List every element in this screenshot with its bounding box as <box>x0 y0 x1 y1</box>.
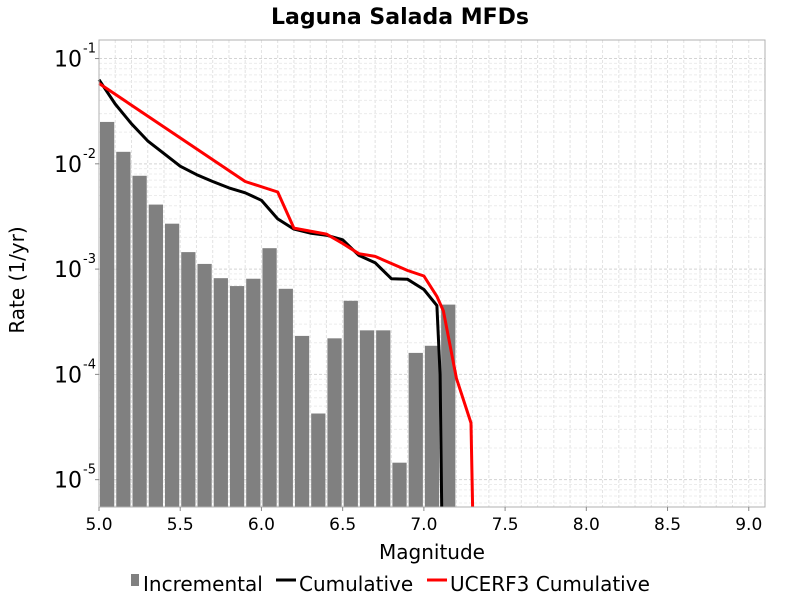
y-tick-label: 10 <box>54 153 82 178</box>
incremental-bar <box>197 263 212 507</box>
y-tick-label: 10 <box>54 48 82 73</box>
incremental-bar <box>213 278 228 507</box>
incremental-bar <box>246 278 261 507</box>
plot-border <box>98 39 766 508</box>
legend-swatch-incremental <box>131 574 139 586</box>
incremental-bar <box>229 286 245 507</box>
incremental-bar <box>100 121 115 508</box>
incremental-bar <box>424 345 440 507</box>
x-axis-ticks: 5.0 5.5 6.0 6.5 7.0 7.5 8.0 8.5 9.0 <box>85 507 762 535</box>
ucerf3-cumulative-line <box>98 82 475 508</box>
incremental-bar <box>343 300 358 507</box>
y-tick-label: 10 <box>54 363 82 388</box>
incremental-bar <box>376 330 391 507</box>
y-tick-label: 10 <box>54 469 82 494</box>
x-tick-label: 7.5 <box>492 515 519 535</box>
x-tick-label: 8.5 <box>654 515 681 535</box>
legend: Incremental Cumulative UCERF3 Cumulative <box>131 572 650 596</box>
legend-label: Cumulative <box>299 572 413 596</box>
incremental-bar <box>359 330 375 507</box>
incremental-bar <box>408 352 423 507</box>
x-tick-label: 8.0 <box>573 515 600 535</box>
incremental-bars <box>100 121 456 508</box>
chart-title: Laguna Salada MFDs <box>271 5 529 30</box>
y-tick-label: 10 <box>54 258 82 283</box>
x-tick-label: 6.0 <box>248 515 275 535</box>
x-tick-label: 6.5 <box>329 515 356 535</box>
incremental-bar <box>164 223 180 507</box>
incremental-bar <box>132 175 147 507</box>
y-axis-ticks: 10-110-210-310-410-5 <box>54 42 99 494</box>
incremental-bar <box>278 288 293 507</box>
x-tick-label: 9.0 <box>735 515 762 535</box>
cumulative-lines <box>97 78 475 508</box>
x-axis-label: Magnitude <box>379 540 485 564</box>
legend-label: Incremental <box>143 572 263 596</box>
incremental-bar <box>116 151 131 507</box>
incremental-bar <box>294 335 310 507</box>
cumulative-line <box>97 78 444 508</box>
x-tick-label: 7.0 <box>410 515 437 535</box>
incremental-bar <box>262 248 277 507</box>
x-tick-label: 5.5 <box>167 515 194 535</box>
y-tick-exponent: -4 <box>83 357 96 372</box>
y-tick-exponent: -3 <box>83 252 96 267</box>
incremental-bar <box>148 204 163 508</box>
y-tick-exponent: -1 <box>83 42 96 57</box>
incremental-bar <box>181 252 196 507</box>
grid-lines <box>98 40 766 507</box>
x-tick-label: 5.0 <box>85 515 112 535</box>
y-axis-label: Rate (1/yr) <box>5 226 29 333</box>
incremental-bar <box>392 462 407 507</box>
y-tick-exponent: -5 <box>83 463 96 478</box>
legend-label: UCERF3 Cumulative <box>450 572 650 596</box>
incremental-bar <box>311 413 326 507</box>
incremental-bar <box>327 338 342 507</box>
y-tick-exponent: -2 <box>83 147 96 162</box>
